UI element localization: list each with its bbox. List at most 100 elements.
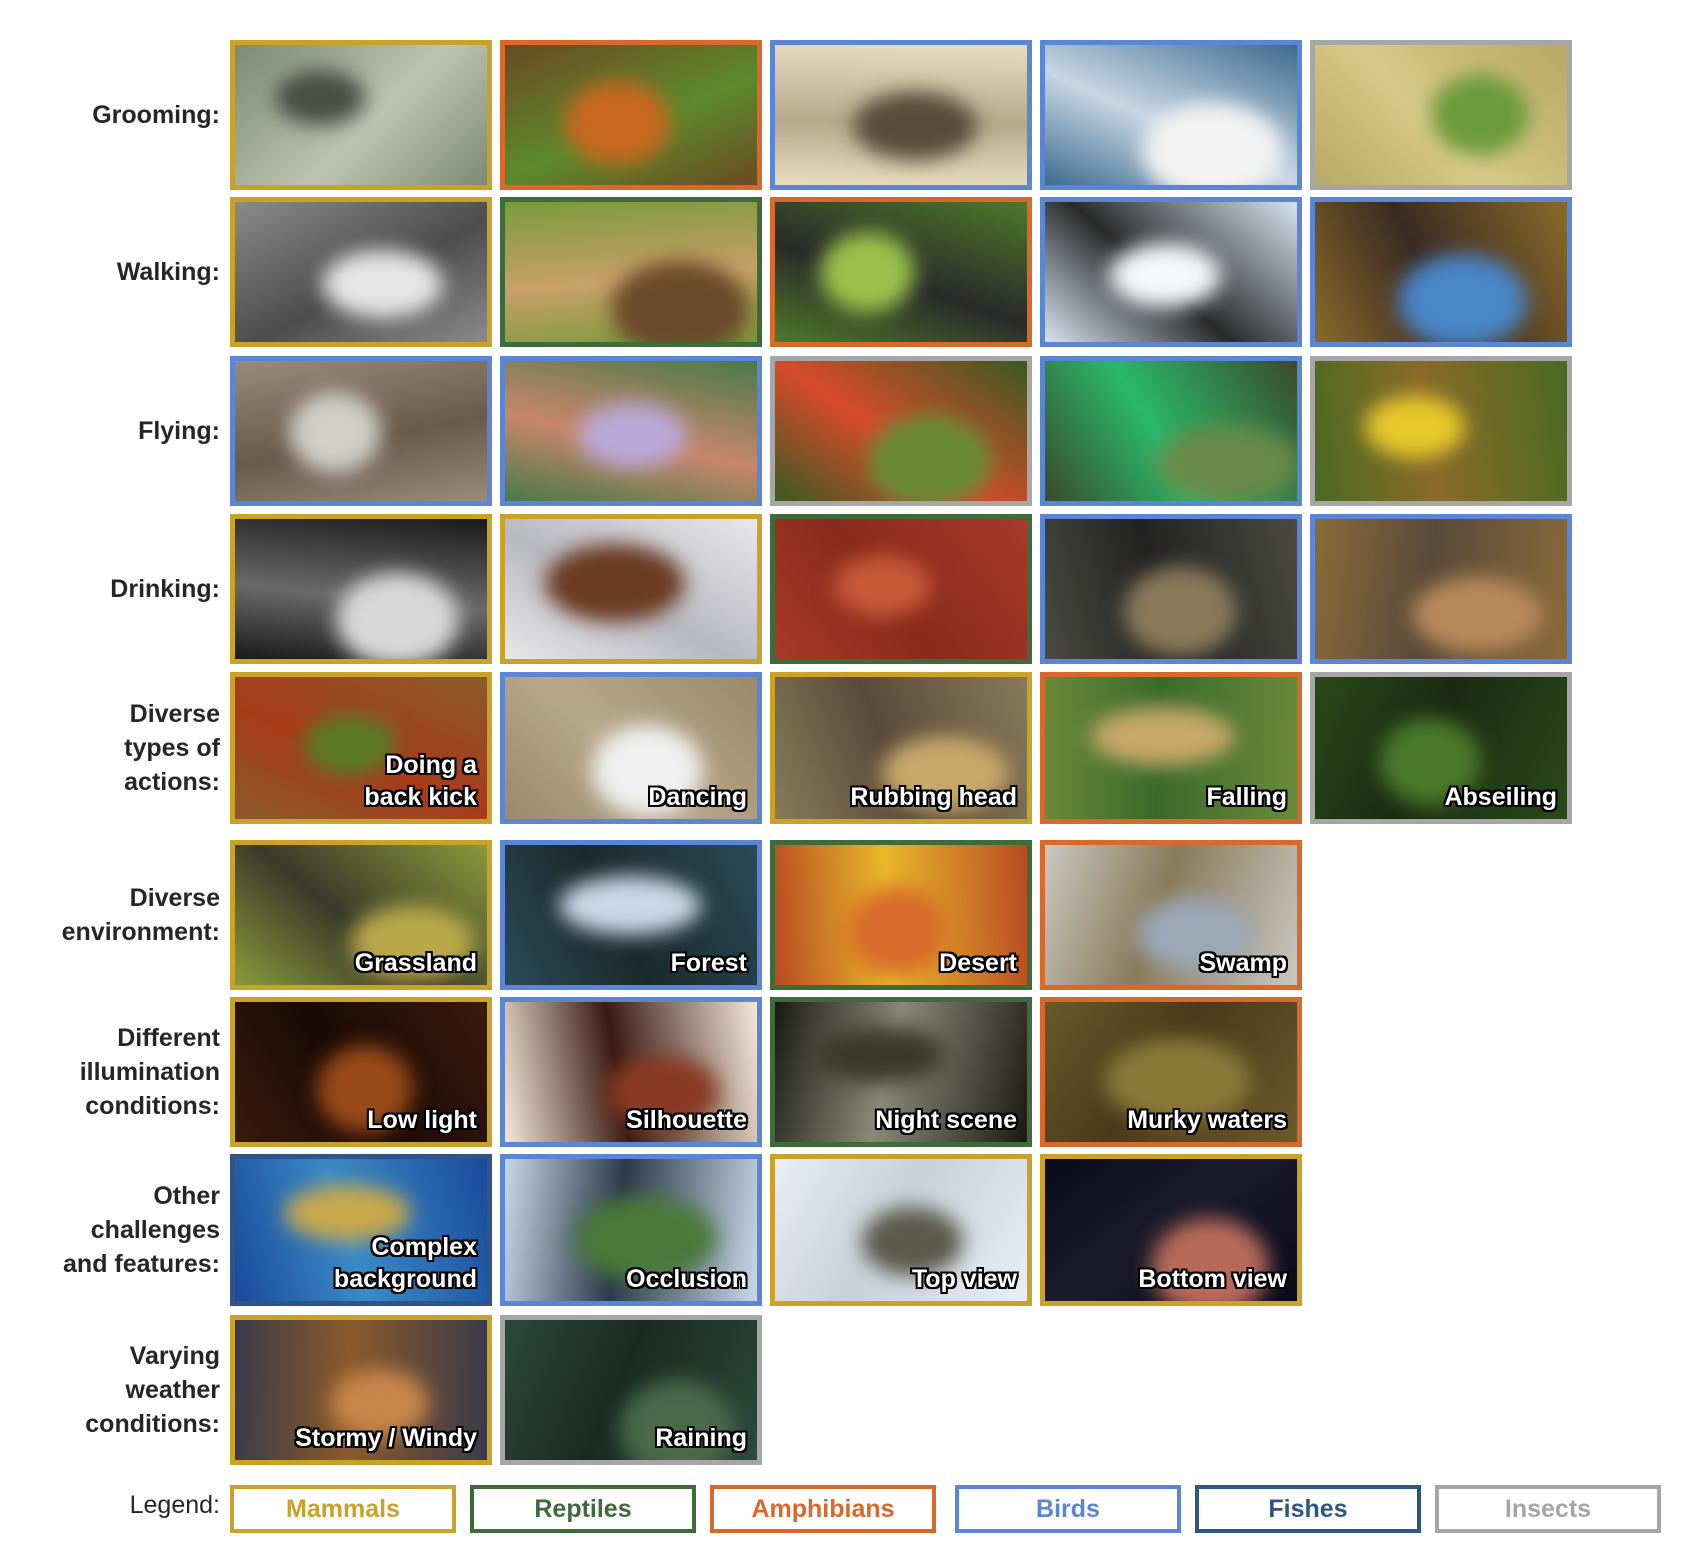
image-thumbnail[interactable]: Abseiling xyxy=(1310,672,1572,824)
row-label: Walking: xyxy=(20,197,220,347)
row-label: Varying weather conditions: xyxy=(20,1315,220,1465)
caption-line: Grassland xyxy=(354,949,477,977)
thumbnail-subject xyxy=(1142,103,1283,185)
image-thumbnail[interactable] xyxy=(1310,514,1572,664)
image-thumbnail[interactable] xyxy=(1310,197,1572,347)
caption-line: Falling xyxy=(1206,783,1287,811)
thumbnail-subject xyxy=(303,714,397,776)
row-label: Grooming: xyxy=(20,40,220,190)
thumbnail-caption: Falling xyxy=(1206,781,1287,813)
image-thumbnail[interactable] xyxy=(500,356,762,506)
thumbnail-subject xyxy=(322,250,443,318)
row-label: Different illumination conditions: xyxy=(20,997,220,1147)
caption-line: Doing a xyxy=(385,751,477,779)
row-label-line: Diverse xyxy=(129,884,220,912)
image-thumbnail[interactable]: Complex background xyxy=(230,1154,492,1306)
image-thumbnail[interactable]: Desert xyxy=(770,840,1032,990)
image-thumbnail[interactable] xyxy=(1310,40,1572,190)
image-thumbnail[interactable] xyxy=(1040,197,1302,347)
caption-line: Occlusion xyxy=(626,1265,747,1293)
thumbnail-caption: Rubbing head xyxy=(850,781,1017,813)
thumbnail-caption: Murky waters xyxy=(1127,1104,1287,1136)
thumbnail-caption: Silhouette xyxy=(626,1104,747,1136)
thumbnail-caption: Night scene xyxy=(875,1104,1017,1136)
row-label-line: illumination xyxy=(79,1058,220,1086)
row-label-line: actions: xyxy=(124,768,220,796)
thumbnail-subject xyxy=(284,1185,411,1241)
caption-line: Silhouette xyxy=(626,1106,747,1134)
row-label-line: Grooming: xyxy=(92,101,220,129)
thumbnail-subject xyxy=(1123,566,1237,657)
image-thumbnail[interactable] xyxy=(230,514,492,664)
thumbnail-caption: Complex background xyxy=(334,1231,477,1295)
thumbnail-subject xyxy=(1412,577,1543,652)
image-thumbnail[interactable] xyxy=(1040,356,1302,506)
image-thumbnail[interactable]: Forest xyxy=(500,840,762,990)
thumbnail-caption: Low light xyxy=(367,1104,477,1136)
thumbnail-subject xyxy=(275,70,365,125)
thumbnail-subject xyxy=(867,414,993,501)
image-thumbnail[interactable] xyxy=(770,356,1032,506)
image-thumbnail[interactable] xyxy=(230,40,492,190)
row-label-line: conditions: xyxy=(85,1092,220,1120)
image-thumbnail[interactable]: Stormy / Windy xyxy=(230,1315,492,1465)
image-thumbnail[interactable] xyxy=(230,356,492,506)
legend-item: Fishes xyxy=(1195,1485,1421,1533)
thumbnail-subject xyxy=(606,1056,719,1128)
image-thumbnail[interactable] xyxy=(500,40,762,190)
image-thumbnail[interactable] xyxy=(1040,514,1302,664)
thumbnail-subject xyxy=(1379,718,1481,806)
thumbnail-subject xyxy=(559,876,701,935)
image-thumbnail[interactable] xyxy=(1310,356,1572,506)
thumbnail-subject xyxy=(545,544,685,622)
image-thumbnail[interactable]: Doing a back kick xyxy=(230,672,492,824)
row-label-line: challenges xyxy=(90,1216,220,1244)
thumbnail-subject xyxy=(331,1369,429,1438)
legend-label: Legend: xyxy=(129,1491,220,1519)
image-thumbnail[interactable]: Raining xyxy=(500,1315,762,1465)
image-thumbnail[interactable] xyxy=(770,514,1032,664)
thumbnail-subject xyxy=(1109,243,1221,308)
image-thumbnail[interactable]: Dancing xyxy=(500,672,762,824)
image-thumbnail[interactable]: Rubbing head xyxy=(770,672,1032,824)
image-thumbnail[interactable]: Murky waters xyxy=(1040,997,1302,1147)
image-thumbnail[interactable]: Occlusion xyxy=(500,1154,762,1306)
legend-item: Birds xyxy=(955,1485,1181,1533)
image-thumbnail[interactable]: Night scene xyxy=(770,997,1032,1147)
image-thumbnail[interactable] xyxy=(1040,40,1302,190)
row-label: Other challenges and features: xyxy=(20,1154,220,1306)
image-thumbnail[interactable] xyxy=(230,197,492,347)
thumbnail-caption: Swamp xyxy=(1199,947,1287,979)
thumbnail-subject xyxy=(592,725,703,816)
thumbnail-subject xyxy=(815,1027,945,1083)
caption-line: Murky waters xyxy=(1127,1106,1287,1134)
thumbnail-caption: Desert xyxy=(939,947,1017,979)
image-thumbnail[interactable] xyxy=(770,197,1032,347)
row-label-line: Walking: xyxy=(116,258,220,286)
caption-line: Raining xyxy=(655,1424,747,1452)
image-thumbnail[interactable]: Top view xyxy=(770,1154,1032,1306)
image-thumbnail[interactable]: Grassland xyxy=(230,840,492,990)
image-thumbnail[interactable]: Swamp xyxy=(1040,840,1302,990)
legend-item: Amphibians xyxy=(710,1485,936,1533)
image-thumbnail[interactable] xyxy=(500,514,762,664)
image-thumbnail[interactable] xyxy=(770,40,1032,190)
thumbnail-subject xyxy=(573,1196,717,1281)
caption-line: background xyxy=(333,1265,477,1293)
image-thumbnail[interactable]: Bottom view xyxy=(1040,1154,1302,1306)
thumbnail-caption: Grassland xyxy=(355,947,477,979)
thumbnail-subject xyxy=(848,887,947,975)
thumbnail-caption: Stormy / Windy xyxy=(295,1422,477,1454)
thumbnail-subject xyxy=(1365,396,1465,458)
caption-line: back kick xyxy=(364,783,477,811)
thumbnail-subject xyxy=(578,403,687,468)
row-label: Diverse types of actions: xyxy=(20,672,220,824)
image-thumbnail[interactable]: Falling xyxy=(1040,672,1302,824)
image-thumbnail[interactable]: Silhouette xyxy=(500,997,762,1147)
caption-line: Abseiling xyxy=(1444,783,1557,811)
image-thumbnail[interactable]: Low light xyxy=(230,997,492,1147)
caption-line: Complex xyxy=(371,1233,477,1261)
thumbnail-subject xyxy=(564,81,671,165)
image-thumbnail[interactable] xyxy=(500,197,762,347)
row-label-line: Different xyxy=(117,1024,220,1052)
